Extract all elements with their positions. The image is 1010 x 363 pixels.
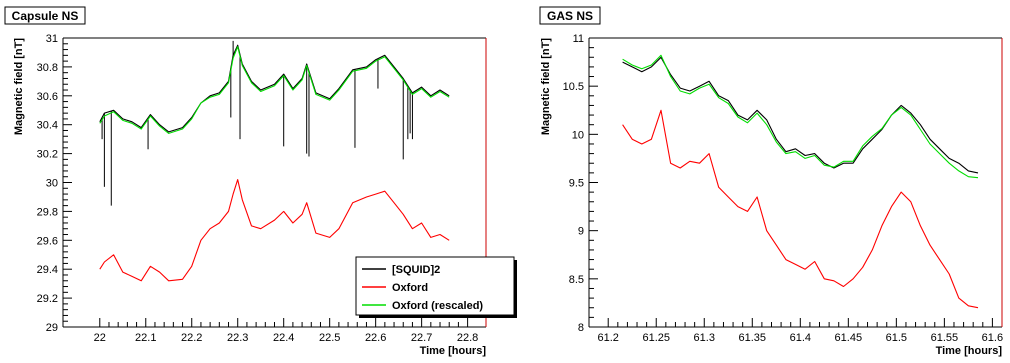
x-axis-title: Time [hours] <box>420 345 487 357</box>
y-tick-label: 30.6 <box>37 91 58 103</box>
x-tick-label: 61.2 <box>597 332 618 344</box>
y-tick-label: 30.2 <box>37 149 58 161</box>
series-line-oxford <box>622 109 979 309</box>
x-tick-label: 61.45 <box>835 332 863 344</box>
series-line-squid-2 <box>622 56 979 174</box>
y-tick-label: 8.5 <box>569 274 584 286</box>
legend-label: [SQUID]2 <box>392 264 440 276</box>
legend-label: Oxford <box>392 282 428 294</box>
series-line-oxford-rescaled <box>99 46 450 134</box>
y-tick-label: 10.5 <box>563 81 584 93</box>
x-tick-label: 61.25 <box>642 332 670 344</box>
x-tick-label: 22.6 <box>365 332 386 344</box>
x-tick-label: 22.4 <box>273 332 294 344</box>
x-tick-label: 22.1 <box>135 332 156 344</box>
y-tick-label: 30.8 <box>37 62 58 74</box>
x-tick-label: 22 <box>94 332 106 344</box>
title-box <box>539 6 601 25</box>
y-tick-label: 29.8 <box>37 206 58 218</box>
y-tick-label: 30.4 <box>37 120 58 132</box>
y-tick-label: 29.4 <box>37 264 58 276</box>
series-line-squid-2 <box>99 44 450 133</box>
y-tick-label: 9.5 <box>569 178 584 190</box>
x-tick-label: 61.3 <box>694 332 715 344</box>
legend-label: Oxford (rescaled) <box>392 300 483 312</box>
y-tick-label: 30 <box>46 178 58 190</box>
chart-title: Capsule NS <box>12 9 79 23</box>
chart-capsule-ns: Capsule NS 22 22.1 22.2 22.3 22.4 22.5 22.6 22.7… <box>4 6 517 357</box>
y-axis-title: Magnetic field [nT] <box>540 38 552 136</box>
series-line-oxford-rescaled <box>622 54 979 179</box>
y-tick-label: 31 <box>46 33 58 45</box>
y-tick-label: 9 <box>578 226 584 238</box>
chart-gas-ns: GAS NS 61.2 61.25 61.3 61.35 61.4 61.45 61.5 61.… <box>539 6 1003 357</box>
x-tick-label: 22.7 <box>411 332 432 344</box>
x-tick-label: 61.5 <box>886 332 907 344</box>
x-tick-label: 22.2 <box>181 332 202 344</box>
y-tick-label: 29.6 <box>37 235 58 247</box>
chart-title: GAS NS <box>547 9 593 23</box>
x-tick-label: 61.35 <box>739 332 767 344</box>
y-tick-label: 10 <box>572 129 584 141</box>
y-tick-label: 8 <box>578 322 584 334</box>
y-tick-label: 11 <box>573 33 584 45</box>
y-axis-title: Magnetic field [nT] <box>13 38 25 136</box>
x-tick-label: 61.6 <box>982 332 1003 344</box>
x-axis-title: Time [hours] <box>936 345 1003 357</box>
y-tick-label: 29 <box>46 322 58 334</box>
x-tick-label: 22.3 <box>227 332 248 344</box>
title-box <box>4 6 86 25</box>
x-tick-label: 61.55 <box>931 332 959 344</box>
series-line-oxford <box>99 179 450 282</box>
x-tick-label: 22.8 <box>457 332 478 344</box>
x-tick-label: 61.4 <box>790 332 811 344</box>
x-tick-label: 22.5 <box>319 332 340 344</box>
y-tick-label: 29.2 <box>37 293 58 305</box>
